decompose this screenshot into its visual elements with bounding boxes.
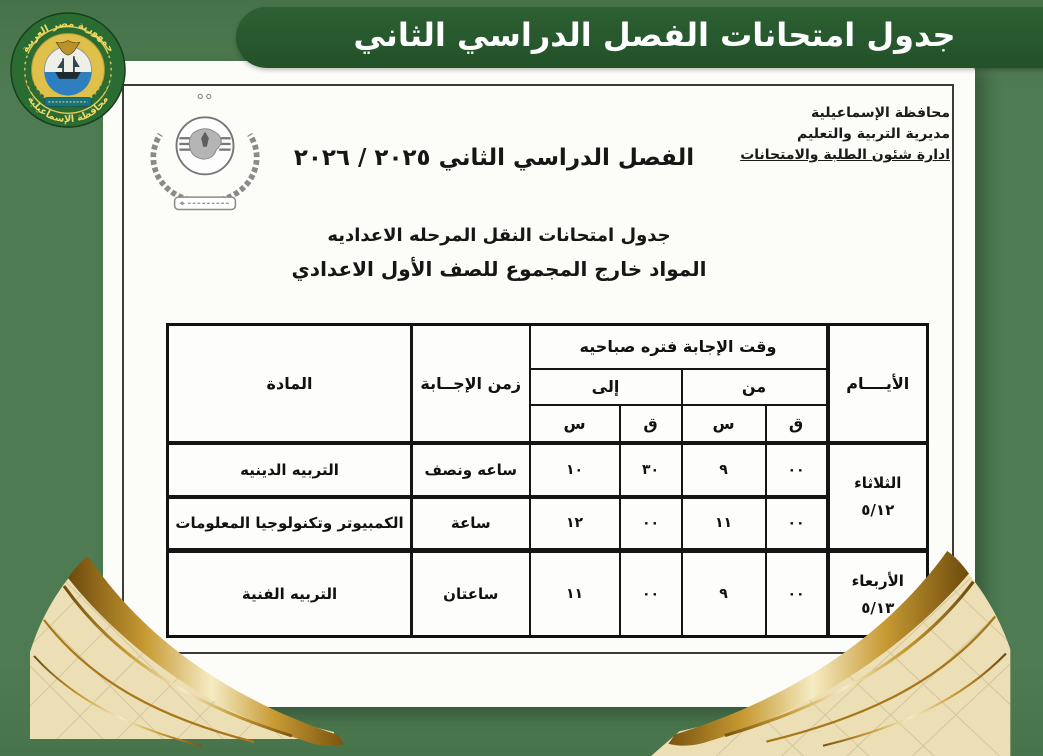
letterhead-directorate: مديرية التربية والتعليم [797, 126, 950, 142]
gold-swoosh-right-icon [651, 551, 1011, 756]
subject-cell: التربيه الفنية [166, 548, 413, 638]
seal-ship-icon [55, 71, 81, 79]
to-minutes-cell: ٣٠ [618, 440, 683, 498]
to-hours-cell: ١١ [528, 548, 621, 638]
header-from: من [680, 367, 829, 406]
to-minutes-cell: ٠٠ [618, 494, 683, 552]
governorate-seal-icon: جمهورية مصر العربية محافظة الإسماعيلية [10, 12, 126, 128]
duration-cell: ساعه ونصف [410, 440, 531, 498]
from-hours-cell: ٩ [680, 548, 767, 638]
from-hours-cell: ١١ [680, 494, 767, 552]
from-minutes-cell: ٠٠ [764, 440, 829, 498]
day-cell-tuesday: الثلاثاء ٥/١٢ [825, 440, 929, 552]
gold-swoosh-left-icon [30, 556, 344, 747]
from-minutes-cell: ٠٠ [764, 548, 829, 638]
header-duration: زمن الإجــابة [410, 323, 531, 444]
letterhead: محافظة الإسماعيلية مديرية التربية والتعل… [700, 103, 950, 166]
subtitle-subjects: المواد خارج المجموع للصف الأول الاعدادي [291, 257, 707, 281]
header-to: إلى [528, 367, 683, 406]
header-from-minutes: ق [764, 403, 829, 444]
duration-cell: ساعة [410, 494, 531, 552]
day-date: ٥/١٢ [861, 500, 895, 519]
duration-cell: ساعتان [410, 548, 531, 638]
ministry-logo-icon [150, 93, 260, 211]
from-hours-cell: ٩ [680, 440, 767, 498]
seal-eagle-icon [55, 40, 81, 56]
day-name: الأربعاء [851, 571, 904, 590]
day-date: ٥/١٣ [861, 598, 895, 617]
day-name: الثلاثاء [854, 473, 902, 492]
subtitle-stage: جدول امتحانات النقل المرحله الاعداديه [327, 225, 671, 246]
to-hours-cell: ١٠ [528, 440, 621, 498]
exam-schedule-table: الأيــــام وقت الإجابة فتره صباحيه زمن ا… [166, 323, 929, 638]
banner-title: جدول امتحانات الفصل الدراسي الثاني [353, 15, 956, 54]
to-minutes-cell: ٠٠ [618, 548, 683, 638]
letterhead-governorate: محافظة الإسماعيلية [810, 105, 950, 121]
subject-cell: الكمبيوتر وتكنولوجيا المعلومات [166, 494, 413, 552]
document-page: محافظة الإسماعيلية مديرية التربية والتعل… [103, 61, 975, 707]
header-to-minutes: ق [618, 403, 683, 444]
header-subject: المادة [166, 323, 413, 444]
header-answer-time-group: وقت الإجابة فتره صباحيه [528, 323, 829, 370]
subject-cell: التربيه الدينيه [166, 440, 413, 498]
term-title: الفصل الدراسي الثاني ٢٠٢٥ / ٢٠٢٦ [293, 145, 695, 171]
header-days: الأيــــام [825, 323, 929, 444]
header-to-hours: س [528, 403, 621, 444]
letterhead-department: ادارة شئون الطلبة والامتحانات [740, 147, 950, 163]
to-hours-cell: ١٢ [528, 494, 621, 552]
from-minutes-cell: ٠٠ [764, 494, 829, 552]
header-from-hours: س [680, 403, 767, 444]
seal-sea [44, 71, 92, 96]
banner: جدول امتحانات الفصل الدراسي الثاني [236, 7, 1043, 68]
